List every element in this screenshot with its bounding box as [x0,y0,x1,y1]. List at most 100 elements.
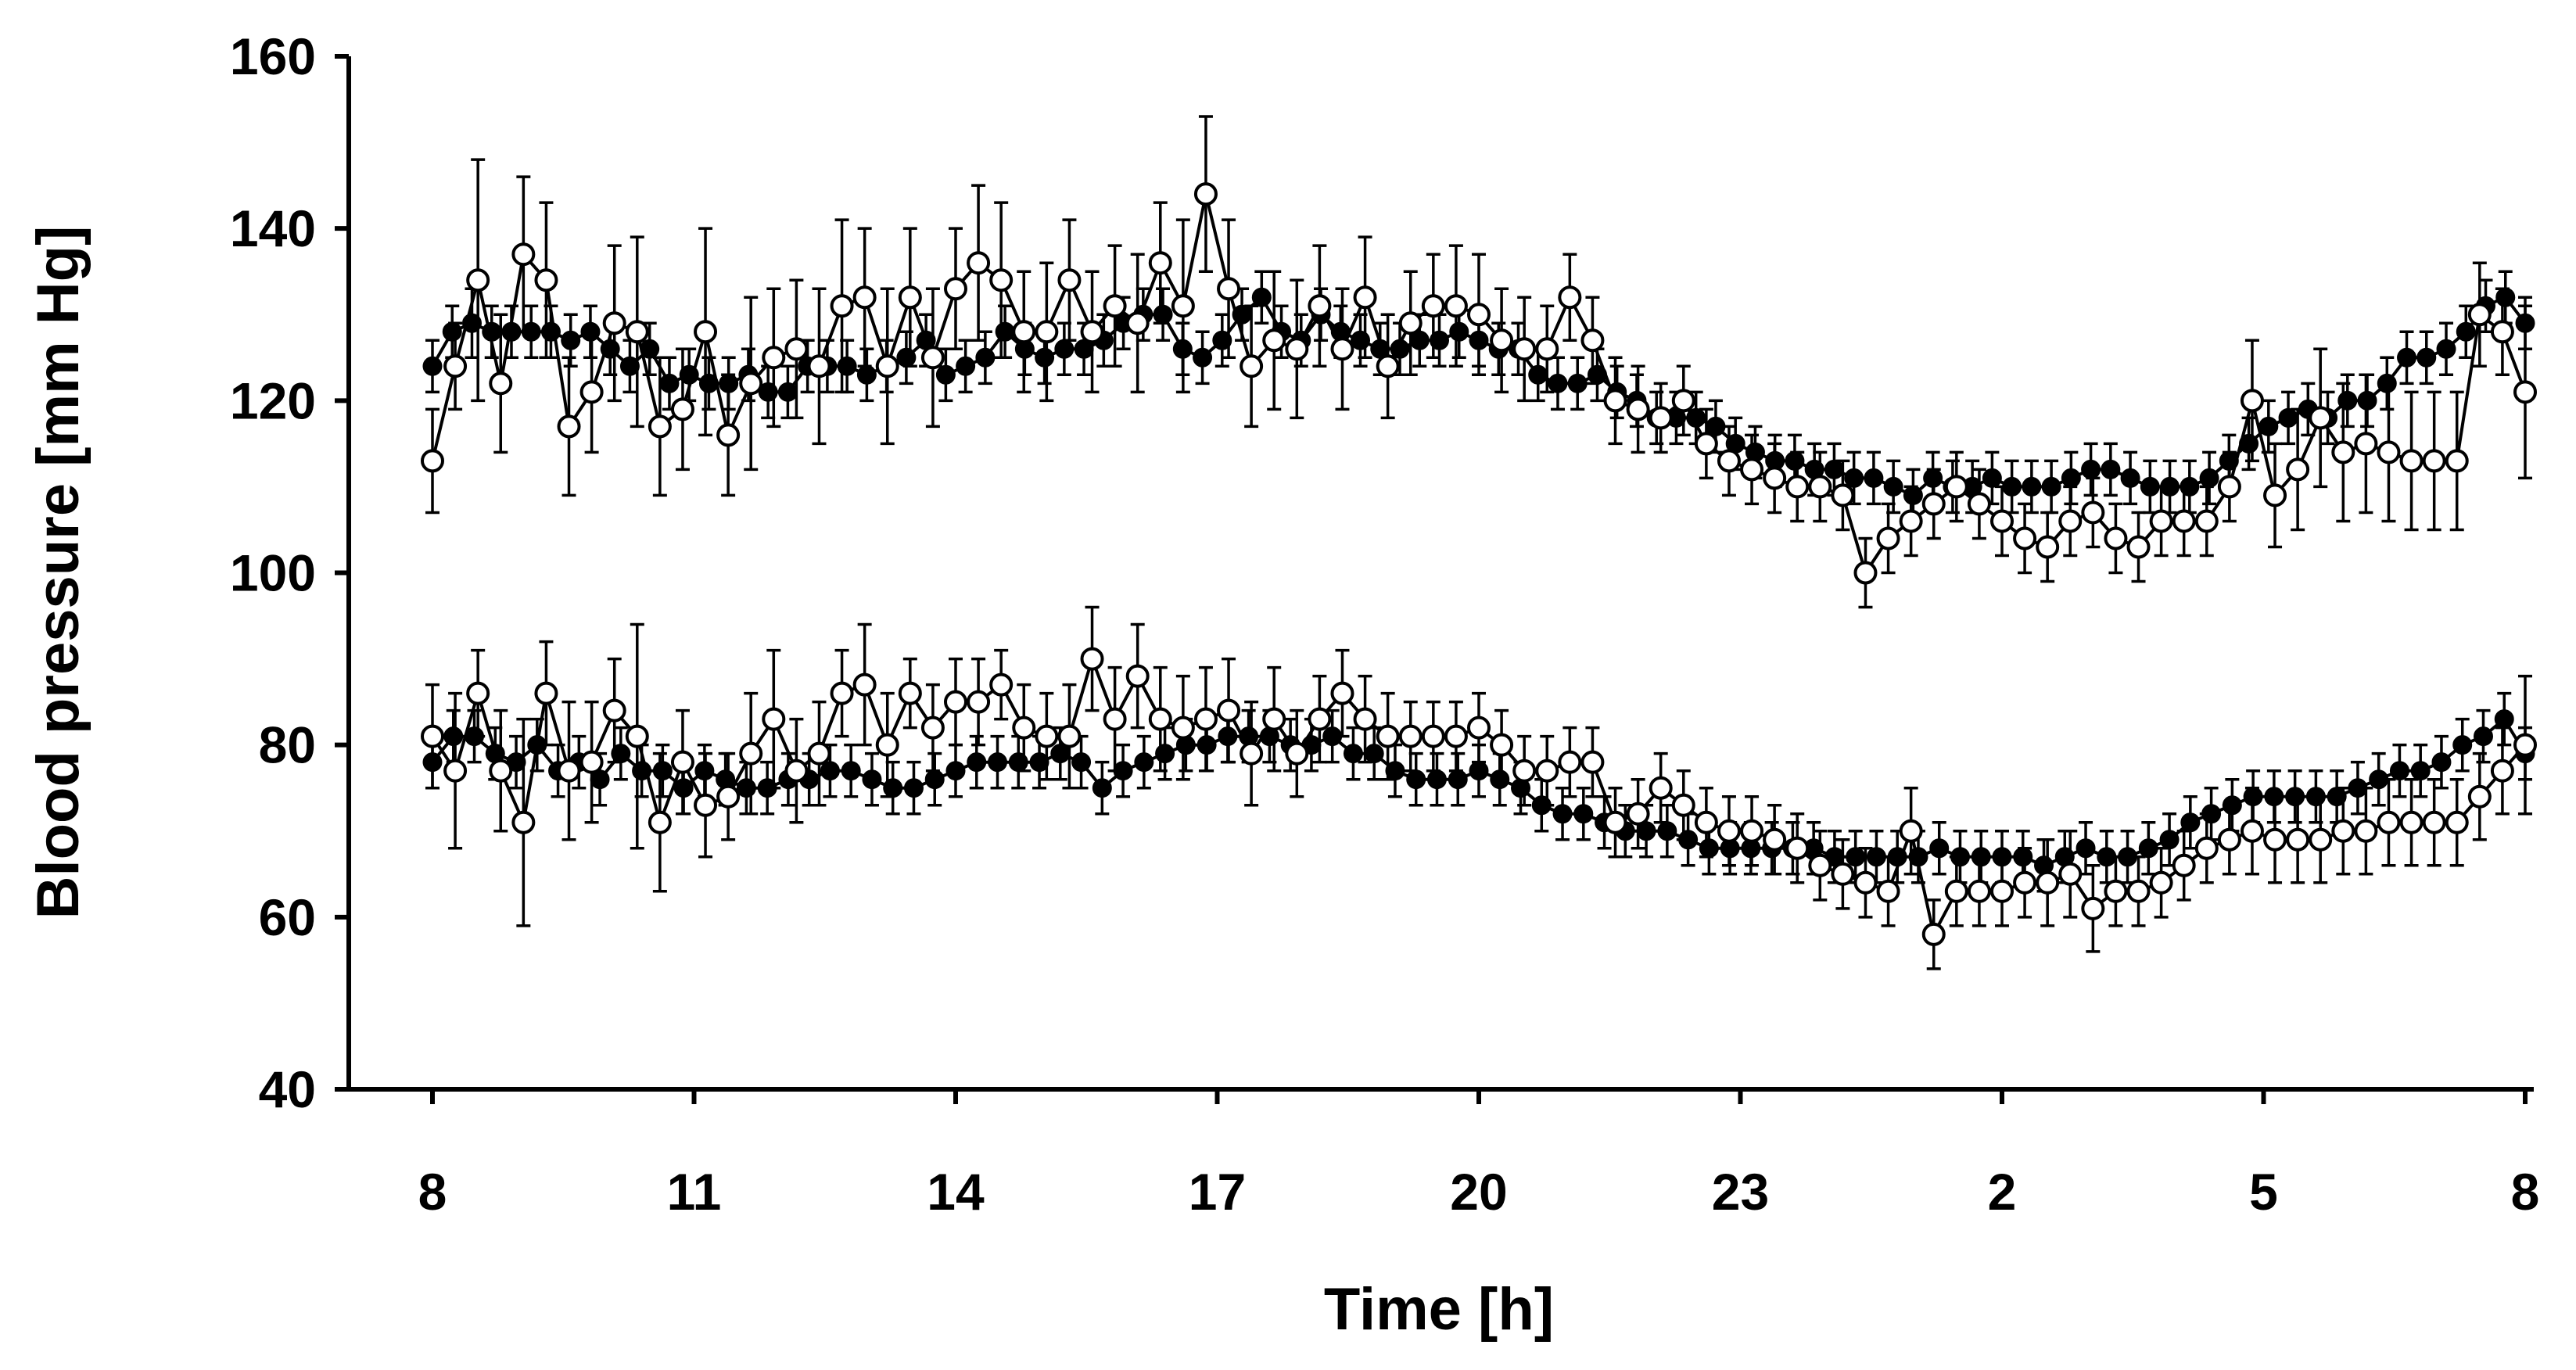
data-point-open [1421,294,1445,318]
data-point-filled [1469,761,1489,781]
data-point-open [1125,311,1150,335]
data-point-open [2490,759,2514,783]
data-point-open [1171,715,1195,740]
data-point-open [511,242,536,267]
data-point-open [1694,810,1718,834]
data-point-open [625,724,649,748]
data-point-filled [2199,468,2219,488]
y-tick-label: 60 [259,888,316,946]
data-point-open [1467,303,1491,327]
data-point-filled [1785,450,1805,471]
data-point-open [2194,509,2219,533]
data-point-open [1831,862,1855,886]
data-point-open [1967,492,1991,516]
data-point-open [920,346,945,370]
data-point-open [1035,320,1059,344]
data-point-open [1057,724,1082,748]
data-point-open [716,784,741,809]
data-point-open [784,759,809,783]
data-point-filled [2337,390,2358,411]
data-point-open [1148,707,1172,731]
data-point-open [1193,182,1218,206]
data-point-open [1012,320,1036,344]
data-point-open [2104,879,2128,903]
data-point-open [2377,810,2401,834]
data-point-filled [945,761,966,781]
x-tick-label: 2 [1988,1163,2017,1221]
data-point-open [1763,827,1787,852]
data-point-open [1694,432,1718,456]
data-point-open [1012,715,1036,740]
data-point-filled [995,321,1015,342]
data-point-filled [2076,838,2096,859]
data-point-open [579,380,604,404]
y-tick-label: 100 [230,544,316,602]
data-point-open [2194,836,2219,860]
data-point-filled [1153,304,1173,325]
data-point-open [2422,449,2446,473]
data-point-open [1240,354,1264,378]
data-point-filled [1883,476,1903,497]
data-point-filled [2452,735,2473,755]
data-point-filled [2397,347,2417,368]
data-point-open [579,750,604,774]
data-point-open [1285,741,1309,766]
data-point-filled [856,364,877,385]
data-point-open [2263,483,2287,507]
data-point-open [2058,862,2083,886]
data-point-filled [2041,476,2061,497]
data-point-open [2058,509,2083,533]
data-point-open [443,354,468,378]
data-point-filled [1406,769,1426,790]
data-point-filled [935,364,956,385]
data-point-open [807,741,831,766]
data-point-filled [2473,726,2493,747]
data-point-open [1240,741,1264,766]
data-point-open [489,759,513,783]
data-point-open [2286,457,2310,482]
data-point-filled [2013,847,2033,867]
data-point-open [898,681,922,705]
data-point-open [2013,870,2037,895]
data-point-open [2513,733,2537,757]
data-point-open [2399,810,2424,834]
series-systolic-open [421,115,2537,609]
data-point-open [670,397,694,421]
data-point-open [2013,526,2037,551]
series-layer [421,115,2537,970]
x-tick-label: 14 [927,1163,985,1221]
data-point-open [1831,483,1855,507]
data-point-open [1308,707,1332,731]
data-point-open [2036,535,2060,559]
data-point-filled [1426,769,1447,790]
data-point-open [1353,707,1377,731]
data-point-open [1649,406,1673,430]
data-point-open [1626,397,1650,421]
data-point-open [534,268,558,292]
data-point-open [2286,827,2310,852]
data-point-open [1626,802,1650,826]
y-tick-label: 160 [230,27,316,85]
data-point-open [1603,389,1627,413]
data-point-filled [1844,468,1864,488]
data-point-open [1740,819,1764,843]
data-point-open [1308,294,1332,318]
y-tick-label: 40 [259,1060,316,1118]
data-point-open [2149,870,2173,895]
data-point-filled [862,769,882,790]
data-point-filled [2456,321,2476,342]
data-point-filled [903,778,924,798]
data-point-open [1603,810,1627,834]
data-point-filled [2101,459,2121,479]
data-point-open [1467,715,1491,740]
data-point-open [1398,311,1423,335]
data-point-filled [1567,373,1588,393]
x-tick-label: 8 [418,1163,447,1221]
data-point-open [2490,320,2514,344]
data-point-open [2149,509,2173,533]
data-point-open [1421,724,1445,748]
data-point-open [875,354,899,378]
data-point-filled [1212,330,1232,350]
data-point-open [2309,406,2333,430]
data-point-open [557,414,581,439]
